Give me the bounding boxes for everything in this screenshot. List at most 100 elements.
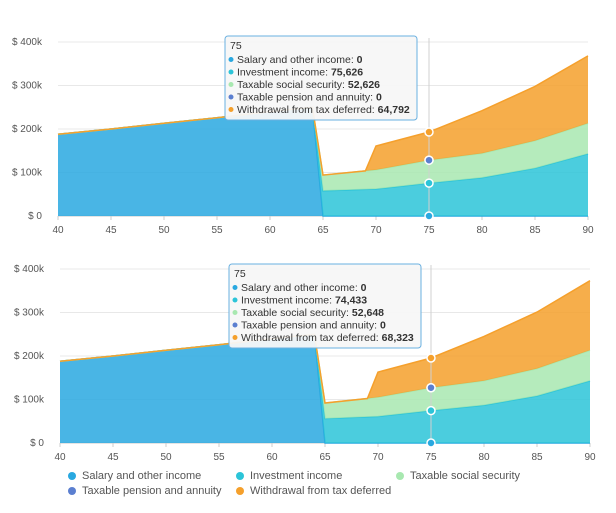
chart-1: $ 0 $ 100k $ 200k $ 300k $ 400k 40 45 50 55 60 65 7… xyxy=(12,35,594,236)
area-taxable-social-security xyxy=(60,334,590,419)
x-tick-label: 45 xyxy=(105,225,117,236)
tooltip-item-value: 0 xyxy=(376,92,382,104)
tooltip-item-value: 75,626 xyxy=(331,67,363,79)
tooltip-item: Taxable pension and annuity: 0 xyxy=(237,92,382,104)
legend-swatch-social-security xyxy=(396,472,404,480)
tooltip-item-value: 52,648 xyxy=(352,307,384,319)
tooltip-item-label: Taxable social security: xyxy=(241,307,352,319)
y-tick-label: $ 0 xyxy=(28,211,42,222)
tooltip-item-label: Withdrawal from tax deferred: xyxy=(241,332,382,344)
area-withdrawal-from-tax-deferred-line xyxy=(59,280,591,404)
tooltip-item-dot xyxy=(228,94,234,100)
tooltip-item-label: Investment income: xyxy=(237,67,331,79)
tooltip-item-dot xyxy=(228,69,234,75)
tooltip-item-value: 68,323 xyxy=(382,332,414,344)
area-investment-income xyxy=(58,107,588,216)
tooltip-item-dot xyxy=(232,285,238,290)
tooltip-item-value: 74,433 xyxy=(335,295,367,307)
hover-marker xyxy=(424,127,434,137)
x-tick-label: 55 xyxy=(213,452,225,463)
y-tick-label: $ 100k xyxy=(12,168,43,179)
x-tick-label: 50 xyxy=(158,225,170,236)
x-tick-label: 60 xyxy=(266,452,278,463)
x-tick-label: 90 xyxy=(584,452,596,463)
legend-item-social-security[interactable]: Taxable social security xyxy=(396,470,520,482)
hover-marker xyxy=(426,405,436,416)
tooltip-item-label: Taxable pension and annuity: xyxy=(237,92,376,104)
legend-item-pension[interactable]: Taxable pension and annuity xyxy=(68,485,221,497)
tooltip-item: Taxable social security: 52,648 xyxy=(241,307,384,319)
y-tick-label: $ 400k xyxy=(12,37,43,48)
tooltip-item: Investment income: 74,433 xyxy=(241,295,367,307)
area-withdrawal-from-tax-deferred xyxy=(60,280,590,403)
tooltip-item-dot xyxy=(232,297,238,303)
hover-marker xyxy=(426,353,436,363)
tooltip-item-value: 0 xyxy=(380,320,386,332)
y-tick-label: $ 100k xyxy=(14,395,45,406)
area-withdrawal-from-tax-deferred-line xyxy=(57,55,589,176)
x-tick-label: 80 xyxy=(478,452,490,463)
x-tick-label: 80 xyxy=(476,225,488,236)
x-tick-label: 50 xyxy=(160,452,172,463)
legend-swatch-investment xyxy=(236,472,244,480)
tooltip-item-value: 64,792 xyxy=(378,104,410,116)
chart-2: $ 0 $ 100k $ 200k $ 300k $ 400k 40 45 50 55 60 65 7… xyxy=(14,263,596,463)
y-tick-label: $ 400k xyxy=(14,264,45,275)
y-tick-label: $ 0 xyxy=(30,438,44,449)
y-tick-label: $ 300k xyxy=(14,308,45,319)
tooltip: 75 Salary and other income: 0 Investment i… xyxy=(228,263,422,349)
tooltip-title: 75 xyxy=(234,268,246,280)
area-salary-and-other-income xyxy=(58,107,588,216)
tooltip-item: Salary and other income: 0 xyxy=(237,54,363,66)
tooltip-item: Withdrawal from tax deferred: 64,792 xyxy=(237,104,410,116)
x-tick-label: 45 xyxy=(107,452,119,463)
legend-item-investment[interactable]: Investment income xyxy=(236,470,342,482)
legend-swatch-pension xyxy=(68,487,76,495)
tooltip-item-label: Salary and other income: xyxy=(241,282,361,294)
tooltip-item-value: 0 xyxy=(357,54,363,66)
tooltip-item-dot xyxy=(232,322,238,328)
tooltip-item-dot xyxy=(228,107,234,112)
tooltip-item-label: Withdrawal from tax deferred: xyxy=(237,104,378,116)
tooltip-item: Withdrawal from tax deferred: 68,323 xyxy=(241,332,414,344)
legend-item-salary[interactable]: Salary and other income xyxy=(68,470,201,482)
x-tick-label: 75 xyxy=(423,225,435,236)
legend-label-social-security: Taxable social security xyxy=(410,470,521,482)
area-taxable-social-security xyxy=(58,107,588,191)
tooltip-item-label: Investment income: xyxy=(241,295,335,307)
tooltip-item-label: Taxable pension and annuity: xyxy=(241,320,380,332)
y-tick-label: $ 300k xyxy=(12,81,43,92)
tooltip-item-dot xyxy=(232,310,238,315)
tooltip-item-value: 52,626 xyxy=(348,79,380,91)
x-tick-label: 90 xyxy=(582,225,594,236)
area-salary-and-other-income xyxy=(60,334,590,443)
x-tick-label: 70 xyxy=(372,452,384,463)
x-tick-label: 60 xyxy=(264,225,276,236)
x-tick-label: 85 xyxy=(531,452,543,463)
tooltip-title: 75 xyxy=(230,40,242,52)
tooltip-box xyxy=(224,35,418,121)
hover-marker xyxy=(424,178,434,188)
x-tick-label: 85 xyxy=(529,225,541,236)
x-tick-label: 70 xyxy=(370,225,382,236)
legend-label-pension: Taxable pension and annuity xyxy=(82,485,222,497)
area-investment-income xyxy=(60,334,590,443)
x-tick-label: 75 xyxy=(425,452,437,463)
legend-label-salary: Salary and other income xyxy=(82,470,202,482)
tooltip-item-label: Taxable social security: xyxy=(237,79,348,91)
legend-swatch-withdrawal xyxy=(236,487,244,495)
x-tick-label: 65 xyxy=(319,452,331,463)
tooltip-item: Investment income: 75,626 xyxy=(237,67,363,79)
tooltip-item-label: Salary and other income: xyxy=(237,54,357,66)
tooltip-item-dot xyxy=(228,57,234,62)
area-withdrawal-from-tax-deferred xyxy=(58,55,588,176)
x-tick-label: 40 xyxy=(54,452,66,463)
tooltip-item: Taxable social security: 52,626 xyxy=(237,79,380,91)
hover-marker xyxy=(426,438,436,448)
legend-label-investment: Investment income xyxy=(250,470,343,482)
hover-marker xyxy=(424,155,434,165)
legend-item-withdrawal[interactable]: Withdrawal from tax deferred xyxy=(236,485,391,497)
y-tick-label: $ 200k xyxy=(12,124,43,135)
